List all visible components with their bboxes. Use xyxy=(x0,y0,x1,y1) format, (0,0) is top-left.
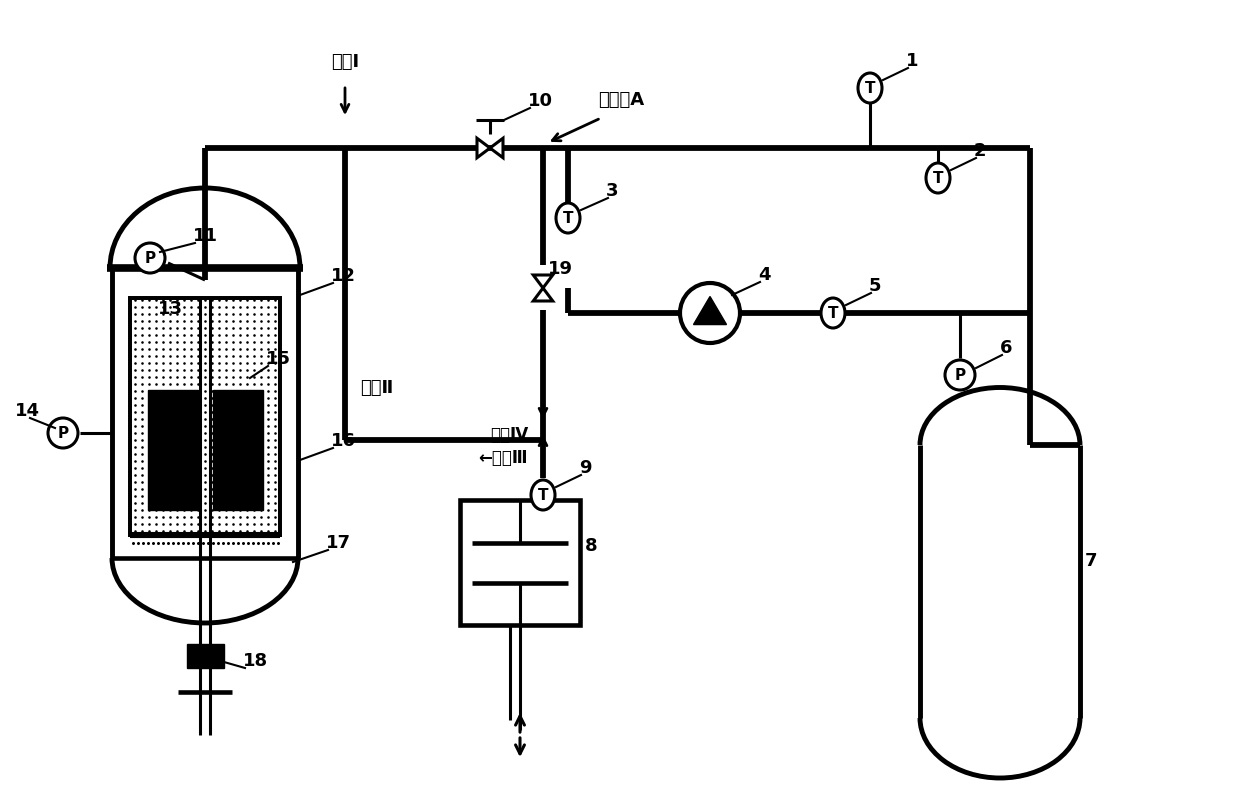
Text: 17: 17 xyxy=(326,534,351,552)
Ellipse shape xyxy=(858,73,882,103)
Text: P: P xyxy=(57,426,68,440)
Text: 19: 19 xyxy=(548,260,573,278)
Text: 2: 2 xyxy=(973,142,987,160)
Text: T: T xyxy=(932,171,944,185)
Text: 5: 5 xyxy=(869,277,882,295)
Text: P: P xyxy=(955,367,966,383)
Text: T: T xyxy=(563,210,573,226)
Text: 16: 16 xyxy=(331,432,356,450)
Text: 8: 8 xyxy=(585,537,598,555)
Circle shape xyxy=(135,243,165,273)
Circle shape xyxy=(48,418,78,448)
Text: ←支路Ⅲ: ←支路Ⅲ xyxy=(479,449,528,467)
Text: 10: 10 xyxy=(528,92,553,110)
Text: 7: 7 xyxy=(1085,552,1097,570)
Text: 支路Ⅱ: 支路Ⅱ xyxy=(360,379,393,397)
Text: P: P xyxy=(144,251,155,265)
Text: 11: 11 xyxy=(193,227,218,245)
Bar xyxy=(148,390,198,510)
Bar xyxy=(213,390,263,510)
Text: 1: 1 xyxy=(906,52,919,70)
Text: 4: 4 xyxy=(758,266,770,284)
Text: 9: 9 xyxy=(579,459,591,477)
Polygon shape xyxy=(490,138,503,158)
Text: T: T xyxy=(828,306,838,320)
Text: T: T xyxy=(864,81,875,95)
Ellipse shape xyxy=(821,298,844,328)
Bar xyxy=(130,298,280,535)
Text: 支路Ⅳ: 支路Ⅳ xyxy=(490,426,528,444)
Text: 14: 14 xyxy=(15,402,40,420)
Polygon shape xyxy=(477,138,490,158)
Bar xyxy=(460,500,580,625)
Circle shape xyxy=(945,360,975,390)
Ellipse shape xyxy=(926,163,950,193)
Text: 3: 3 xyxy=(606,182,619,200)
Ellipse shape xyxy=(556,203,580,233)
Text: 连接点A: 连接点A xyxy=(598,91,644,109)
Ellipse shape xyxy=(531,480,556,510)
Polygon shape xyxy=(533,275,553,288)
Polygon shape xyxy=(693,297,727,324)
Text: 12: 12 xyxy=(331,267,356,285)
Circle shape xyxy=(680,283,740,343)
Text: 支路Ⅰ: 支路Ⅰ xyxy=(331,53,360,71)
Text: 13: 13 xyxy=(157,300,184,318)
Text: T: T xyxy=(538,488,548,502)
Polygon shape xyxy=(533,288,553,301)
Text: 15: 15 xyxy=(267,350,291,368)
Bar xyxy=(187,644,224,668)
Text: 18: 18 xyxy=(243,652,268,670)
Text: 6: 6 xyxy=(999,339,1013,357)
